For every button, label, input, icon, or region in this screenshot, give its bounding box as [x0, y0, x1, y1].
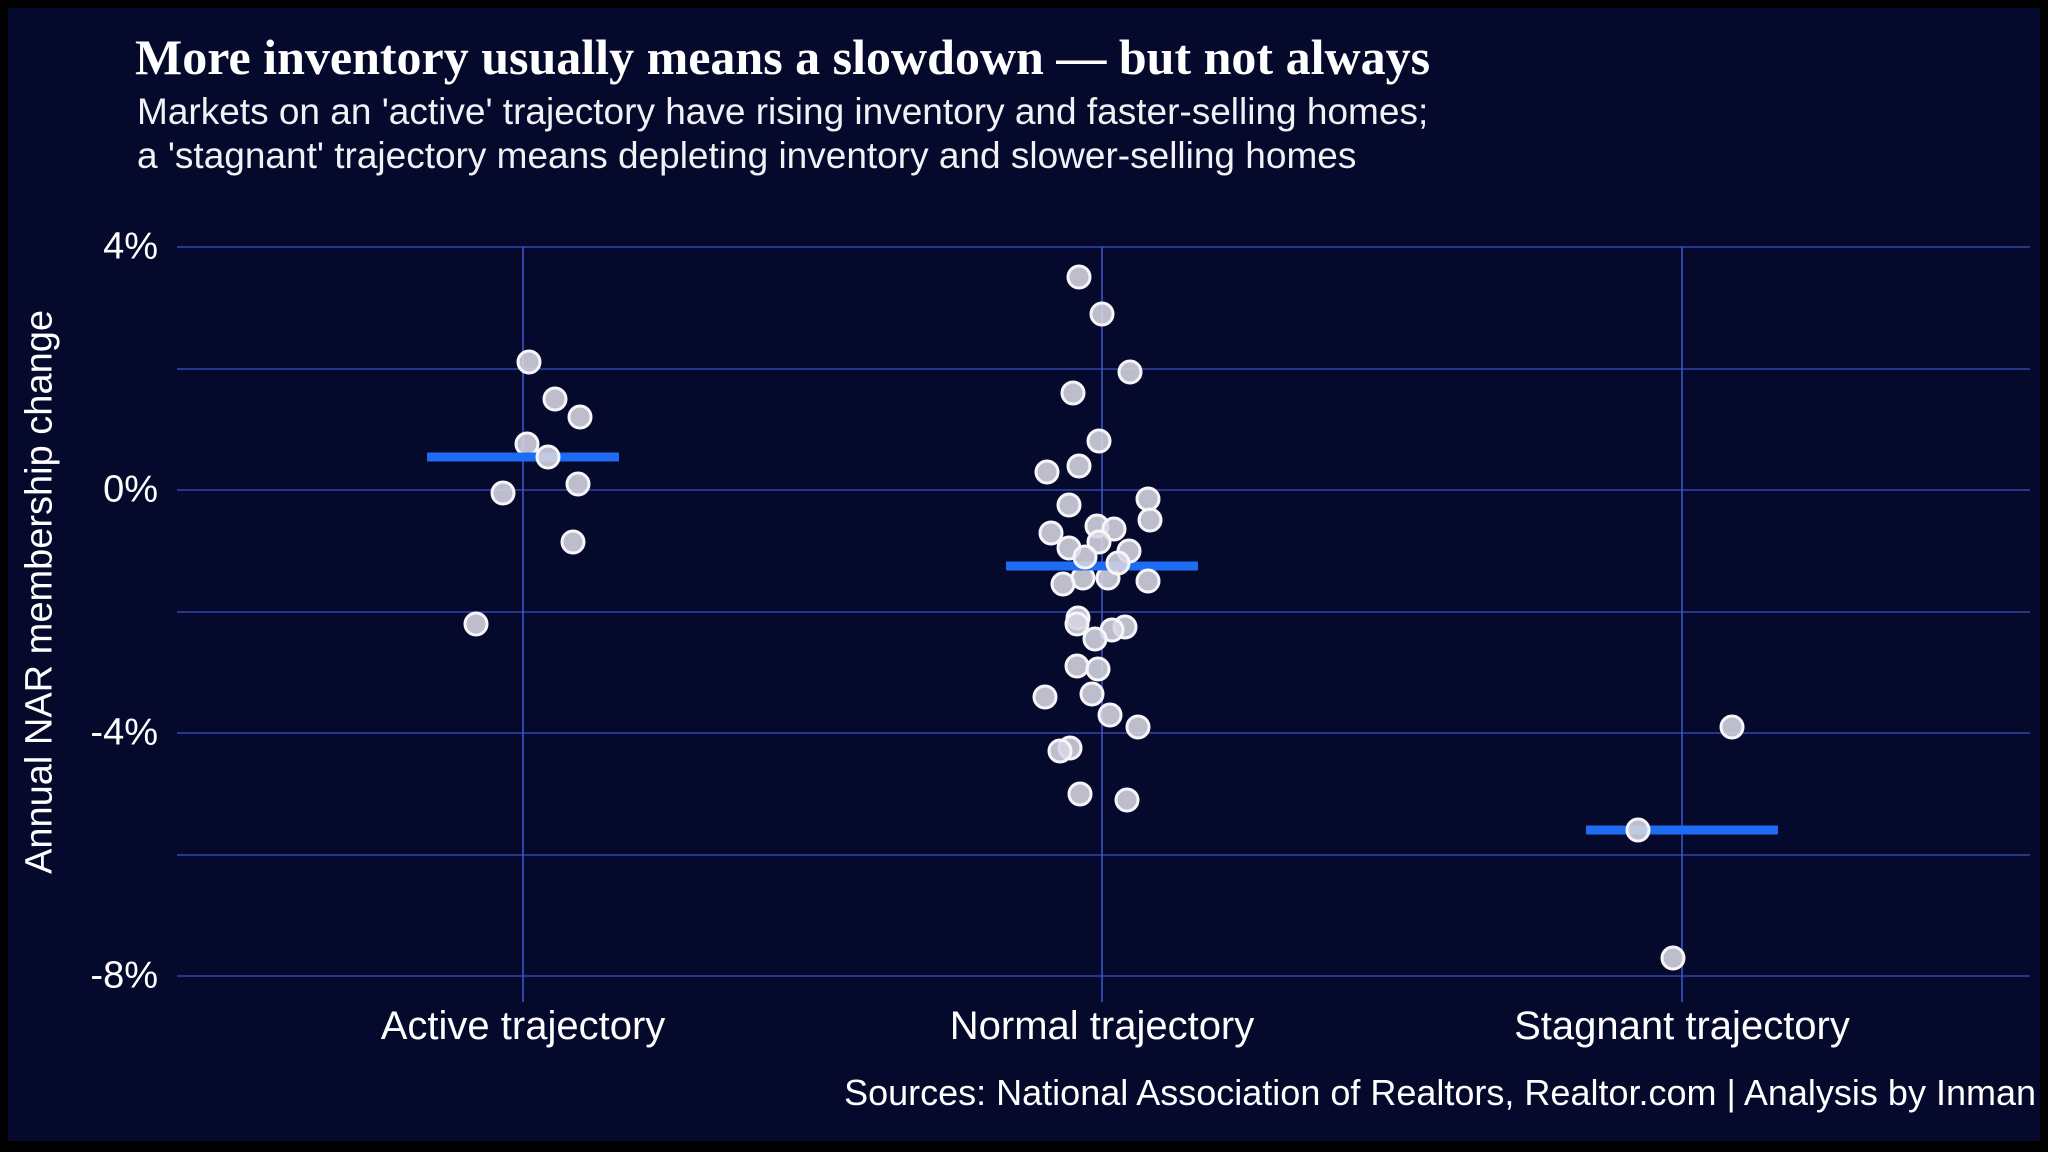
data-point: [1135, 568, 1161, 594]
chart-subtitle-line2: a 'stagnant' trajectory means depleting …: [137, 135, 1357, 176]
data-point: [1105, 550, 1131, 576]
data-point: [1137, 507, 1163, 533]
gridline-horizontal: [177, 367, 2030, 370]
gridline-horizontal: [177, 732, 2030, 734]
data-point: [542, 386, 568, 412]
data-point: [1066, 453, 1092, 479]
gridline-vertical: [1681, 247, 1683, 1002]
y-tick-label: 4%: [103, 225, 158, 268]
data-point: [1066, 264, 1092, 290]
data-point: [490, 480, 516, 506]
data-point: [1082, 626, 1108, 652]
data-point: [1625, 817, 1651, 843]
x-category-label-stagnant: Stagnant trajectory: [1514, 1004, 1850, 1048]
data-point: [567, 404, 593, 430]
gridline-horizontal: [177, 610, 2030, 613]
gridline-horizontal: [177, 489, 2030, 491]
y-tick-label: -8%: [90, 954, 158, 997]
data-point: [1125, 714, 1151, 740]
source-attribution: Sources: National Association of Realtor…: [844, 1072, 2036, 1113]
gridline-horizontal: [177, 853, 2030, 856]
data-point: [560, 529, 586, 555]
mean-line: [427, 452, 619, 462]
chart-subtitle: Markets on an 'active' trajectory have r…: [137, 90, 1428, 178]
y-axis-title: Annual NAR membership change: [18, 310, 61, 874]
data-point: [1114, 787, 1140, 813]
data-point: [463, 611, 489, 637]
x-category-label-active: Active trajectory: [380, 1004, 666, 1048]
chart-subtitle-line1: Markets on an 'active' trajectory have r…: [137, 91, 1429, 132]
gridline-horizontal: [177, 246, 2030, 248]
data-point: [565, 471, 591, 497]
data-point: [1067, 781, 1093, 807]
gridline-vertical: [522, 247, 524, 1002]
data-point: [1050, 571, 1076, 597]
y-tick-label: -4%: [90, 711, 158, 754]
data-point: [516, 349, 542, 375]
data-point: [1060, 380, 1086, 406]
data-point: [1034, 459, 1060, 485]
data-point: [1064, 611, 1090, 637]
mean-line: [1006, 561, 1198, 571]
chart-title: More inventory usually means a slowdown …: [135, 29, 1431, 85]
x-category-label-normal: Normal trajectory: [949, 1004, 1255, 1048]
data-point: [1719, 714, 1745, 740]
data-point: [1086, 428, 1112, 454]
data-point: [1097, 702, 1123, 728]
gridline-horizontal: [177, 975, 2030, 977]
data-point: [1660, 945, 1686, 971]
y-tick-label: 0%: [103, 468, 158, 511]
data-point: [1079, 681, 1105, 706]
data-point: [535, 444, 561, 470]
data-point: [1032, 684, 1058, 710]
data-point: [1117, 359, 1143, 385]
data-point: [1047, 738, 1073, 764]
mean-line: [1586, 825, 1778, 835]
data-point: [1085, 656, 1111, 682]
data-point: [1056, 492, 1082, 518]
data-point: [1089, 301, 1115, 327]
data-point: [1072, 544, 1098, 570]
